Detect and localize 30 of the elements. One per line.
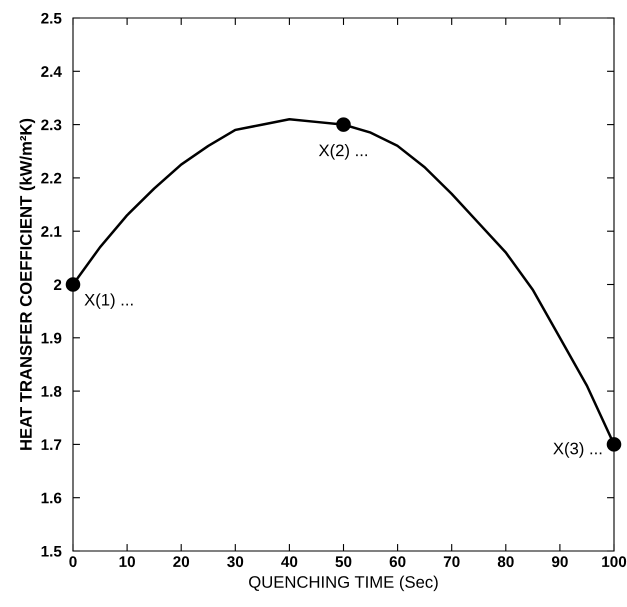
x-tick-label: 60 [390,556,406,568]
y-tick-label: 1.6 [42,492,62,504]
point [66,277,80,292]
x-tick-label: 70 [444,556,460,568]
annotation: X(3) ... [553,442,602,458]
y-tick-label: 1.8 [42,386,62,397]
y-tick-label: 1.7 [42,439,62,450]
x-tick-label: 30 [227,556,244,568]
point [336,117,351,132]
x-tick-label: 10 [120,556,135,568]
y-tick-label: 1.5 [42,546,62,557]
x-tick-label: 80 [498,556,514,568]
point [606,437,622,452]
annotation: X(1) ... [84,293,133,309]
x-tick-label: 40 [281,556,298,568]
y-tick-label: 1.9 [42,332,62,344]
y-tick-label: 2.5 [41,12,62,24]
y-axis-title: HEAT TRANSFER COEFFICIENT (kW/m²K) [20,118,36,450]
annotation: X(2) ... [318,144,367,160]
y-tick-label: 2.2 [41,172,62,184]
x-tick-label: 20 [173,556,190,568]
x-tick-label: 0 [69,556,77,568]
x-tick-label: 50 [335,556,352,568]
y-tick-label: 2.4 [41,66,62,77]
x-axis-title: QUENCHING TIME (Sec) [249,576,438,592]
y-tick-label: 2.1 [41,226,62,237]
x-tick-label: 100 [602,556,626,568]
y-tick-label: 2 [54,279,62,290]
x-tick-label: 90 [552,556,568,568]
y-tick-label: 2.3 [41,119,62,130]
